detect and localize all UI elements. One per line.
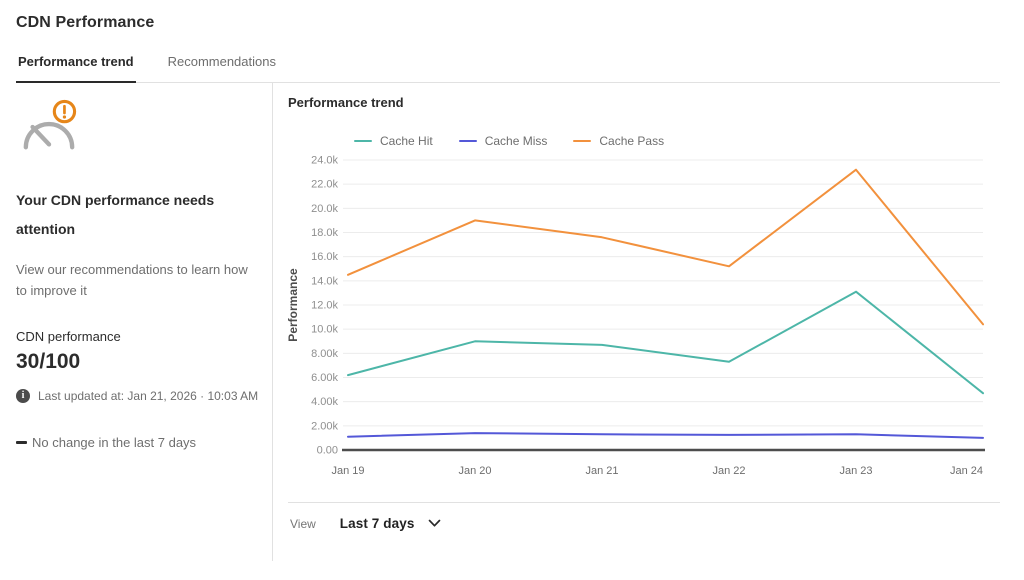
performance-trend-chart[interactable]: 0.00 2.00k 4.00k 6.00k 8.00k 10.0k 12.0k 14.0k 1… — [288, 150, 1000, 486]
chart-legend: Cache Hit Cache Miss Cache Pass — [354, 134, 1000, 148]
tab-performance-trend[interactable]: Performance trend — [16, 48, 136, 83]
legend-swatch — [458, 139, 477, 143]
last-updated-row: i Last updated at: Jan 21, 2026 · 10:03 … — [16, 389, 259, 403]
page-header: CDN Performance — [0, 14, 1024, 32]
svg-text:8.00k: 8.00k — [311, 348, 338, 360]
series-line-cache-hit — [347, 290, 984, 395]
legend-item-cache-hit[interactable]: Cache Hit — [354, 134, 433, 148]
svg-text:Jan 22: Jan 22 — [712, 465, 745, 477]
view-range-value: Last 7 days — [339, 516, 415, 531]
series-line-cache-pass — [347, 168, 984, 326]
svg-text:16.0k: 16.0k — [311, 251, 338, 263]
last-updated-text: Last updated at: Jan 21, 2026 · 10:03 AM — [38, 389, 259, 403]
svg-text:18.0k: 18.0k — [311, 227, 338, 239]
svg-text:Jan 21: Jan 21 — [585, 465, 618, 477]
score-label: CDN performance — [16, 329, 121, 344]
chevron-down-icon — [428, 519, 441, 528]
svg-text:0.00: 0.00 — [317, 445, 338, 457]
legend-item-cache-miss[interactable]: Cache Miss — [458, 134, 548, 148]
svg-text:20.0k: 20.0k — [311, 203, 338, 215]
view-range-dropdown[interactable]: Last 7 days — [340, 516, 442, 531]
x-axis-tick-labels: Jan 19 Jan 20 Jan 21 Jan 22 Jan 23 Jan 24 — [331, 465, 983, 477]
legend-label: Cache Pass — [599, 134, 665, 148]
svg-text:Jan 19: Jan 19 — [331, 465, 364, 477]
trend-note-row: No change in the last 7 days — [16, 435, 256, 450]
svg-text:6.00k: 6.00k — [311, 372, 338, 384]
legend-item-cache-pass[interactable]: Cache Pass — [573, 134, 664, 148]
svg-text:12.0k: 12.0k — [311, 300, 338, 312]
y-axis-title: Performance — [288, 268, 300, 342]
svg-text:Jan 20: Jan 20 — [458, 465, 491, 477]
view-label: View — [290, 516, 316, 531]
y-axis-tick-labels: 0.00 2.00k 4.00k 6.00k 8.00k 10.0k 12.0k 14.0k 1… — [311, 155, 338, 457]
svg-text:24.0k: 24.0k — [311, 155, 338, 167]
cdn-performance-page: CDN Performance Performance trend Recomm… — [0, 14, 1024, 561]
trend-note-text: No change in the last 7 days — [32, 435, 197, 450]
view-row: View Last 7 days — [288, 503, 1000, 531]
legend-label: Cache Miss — [484, 134, 548, 148]
no-change-dash-icon — [16, 441, 27, 444]
svg-text:4.00k: 4.00k — [311, 396, 338, 408]
info-icon: i — [16, 389, 30, 403]
series-line-cache-miss — [347, 432, 984, 439]
legend-swatch — [573, 139, 592, 143]
summary-heading: Your CDN performance needs attention — [16, 192, 215, 237]
legend-swatch — [354, 139, 372, 143]
svg-text:22.0k: 22.0k — [311, 179, 338, 191]
svg-text:Jan 23: Jan 23 — [839, 465, 872, 477]
gauge-warning-icon — [18, 99, 256, 160]
tab-bar: Performance trend Recommendations — [16, 48, 1000, 83]
tab-recommendations[interactable]: Recommendations — [167, 54, 276, 69]
svg-text:Jan 24: Jan 24 — [950, 465, 983, 477]
summary-panel: Your CDN performance needs attention Vie… — [0, 83, 273, 561]
summary-description: View our recommendations to learn how to… — [16, 262, 248, 298]
svg-text:14.0k: 14.0k — [311, 275, 338, 287]
chart-panel: Performance trend Cache Hit Cache Miss Cac… — [273, 83, 1024, 561]
view-divider — [288, 502, 1000, 503]
legend-label: Cache Hit — [380, 134, 433, 148]
chart-title: Performance trend — [288, 95, 404, 110]
svg-text:10.0k: 10.0k — [311, 324, 338, 336]
page-title: CDN Performance — [16, 14, 155, 31]
gridlines — [343, 159, 983, 427]
main-content: Your CDN performance needs attention Vie… — [0, 83, 1024, 561]
svg-text:2.00k: 2.00k — [311, 420, 338, 432]
score-value: 30/100 — [16, 350, 81, 373]
